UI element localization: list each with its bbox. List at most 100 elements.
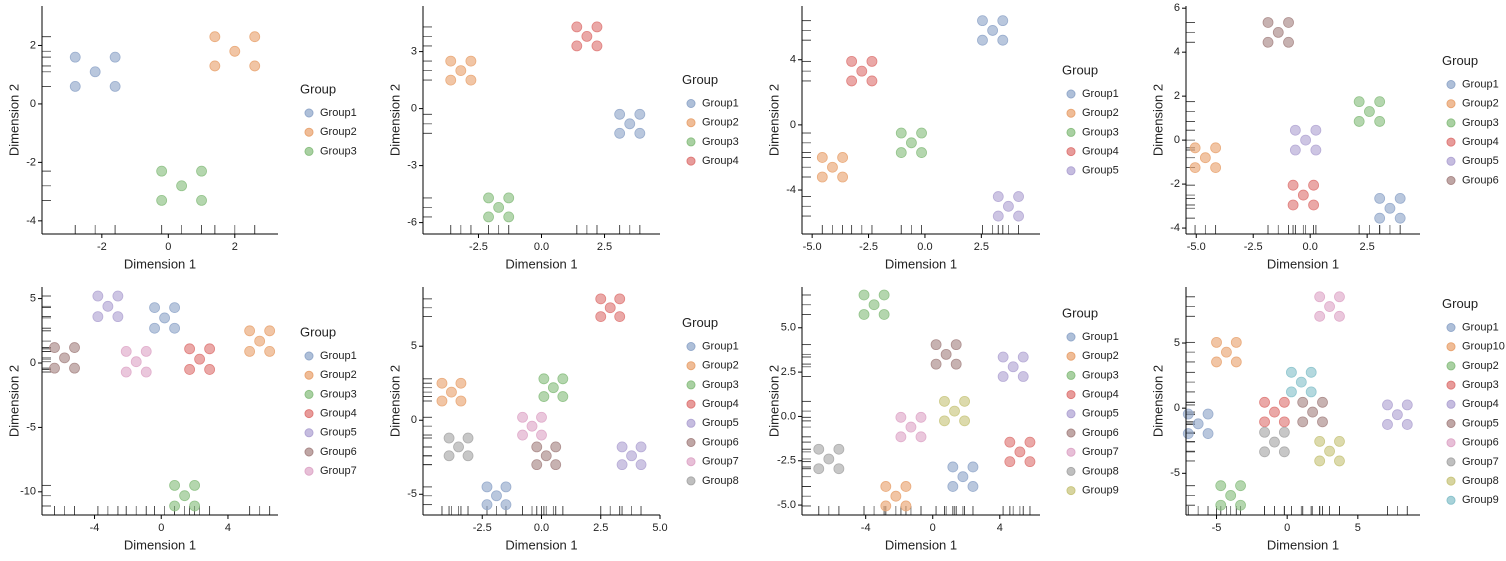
y-tick-label: 4 <box>790 54 796 66</box>
point <box>1401 399 1413 411</box>
legend-swatch <box>686 342 696 351</box>
point <box>823 453 835 465</box>
legend-title: Group <box>682 72 718 87</box>
x-axis-title: Dimension 1 <box>885 256 957 271</box>
point <box>997 351 1009 363</box>
y-tick-label: -6 <box>407 217 417 229</box>
y-axis-title: Dimension 2 <box>387 365 402 437</box>
point <box>517 411 528 423</box>
point <box>895 431 907 443</box>
point <box>1286 366 1297 378</box>
point <box>957 471 969 483</box>
legend-swatch <box>686 418 696 428</box>
legend-label: Group6 <box>320 446 357 458</box>
point <box>109 80 121 92</box>
point <box>1287 199 1299 211</box>
legend-label: Group4 <box>702 398 739 410</box>
point <box>156 165 168 177</box>
point <box>1314 291 1326 303</box>
y-tick-label: 0 <box>790 119 796 131</box>
legend-swatch <box>1446 323 1456 332</box>
point <box>1287 179 1299 191</box>
point <box>244 346 256 357</box>
point <box>947 461 959 473</box>
point <box>483 211 494 223</box>
point <box>1017 371 1029 382</box>
point <box>1289 144 1301 156</box>
point <box>1314 310 1326 322</box>
point <box>69 80 81 92</box>
point <box>179 490 191 502</box>
x-tick-label: -2.5 <box>1244 241 1263 253</box>
point <box>880 481 892 492</box>
y-axis-title: Dimension 2 <box>6 84 21 156</box>
legend-swatch <box>304 146 314 156</box>
point <box>900 481 912 492</box>
legend-swatch <box>686 361 696 371</box>
point <box>837 152 849 163</box>
point <box>813 463 825 475</box>
point <box>813 443 825 455</box>
point <box>140 366 152 378</box>
y-tick-label: -2.5 <box>777 455 796 467</box>
legend-title: Group <box>300 81 336 96</box>
y-tick-label: -5.0 <box>777 499 796 511</box>
point <box>1401 419 1413 430</box>
legend-label: Group1 <box>1462 321 1499 333</box>
legend-swatch <box>1066 428 1076 438</box>
point <box>1262 17 1274 28</box>
point <box>59 352 70 364</box>
point <box>531 459 543 471</box>
x-tick-label: -5.0 <box>803 241 822 253</box>
legend-label: Group3 <box>1082 369 1119 381</box>
point <box>1269 436 1280 448</box>
point <box>939 395 950 407</box>
point <box>531 441 543 453</box>
y-tick-label: -5 <box>1170 467 1180 479</box>
point <box>194 353 206 365</box>
legend-swatch <box>686 399 696 409</box>
point <box>229 45 241 57</box>
point <box>1384 202 1396 214</box>
point <box>1215 480 1227 492</box>
point <box>1013 191 1024 202</box>
point <box>1199 152 1211 164</box>
point <box>1225 490 1237 501</box>
x-tick-label: -4 <box>861 522 871 534</box>
point <box>1310 144 1322 156</box>
x-tick-label: 5 <box>1355 522 1361 534</box>
point <box>878 309 890 320</box>
point <box>591 21 603 33</box>
legend-swatch <box>1446 156 1456 166</box>
point <box>455 65 467 76</box>
point <box>169 479 180 491</box>
point <box>264 346 276 357</box>
x-axis-title: Dimension 1 <box>505 256 577 271</box>
point <box>196 165 207 177</box>
point <box>1324 301 1335 312</box>
point <box>249 31 261 43</box>
legend-swatch <box>1446 457 1456 467</box>
point <box>906 137 917 149</box>
y-tick-label: 0.0 <box>781 410 796 422</box>
point <box>550 459 562 471</box>
point <box>526 420 538 432</box>
point <box>571 40 583 52</box>
y-tick-label: 0 <box>411 414 417 426</box>
point <box>209 31 221 43</box>
point <box>930 358 942 370</box>
legend-swatch <box>1066 127 1076 137</box>
legend-swatch <box>304 428 314 438</box>
x-axis-title: Dimension 1 <box>1267 537 1339 552</box>
point <box>616 459 628 471</box>
x-tick-label: -2.5 <box>469 241 488 253</box>
point <box>624 118 636 130</box>
point <box>249 60 261 72</box>
y-axis-title: Dimension 2 <box>1150 365 1165 437</box>
point <box>1014 446 1026 458</box>
y-tick-label: 0 <box>30 98 36 110</box>
y-tick-label: 0 <box>30 357 36 369</box>
y-tick-label: 0 <box>411 103 417 115</box>
